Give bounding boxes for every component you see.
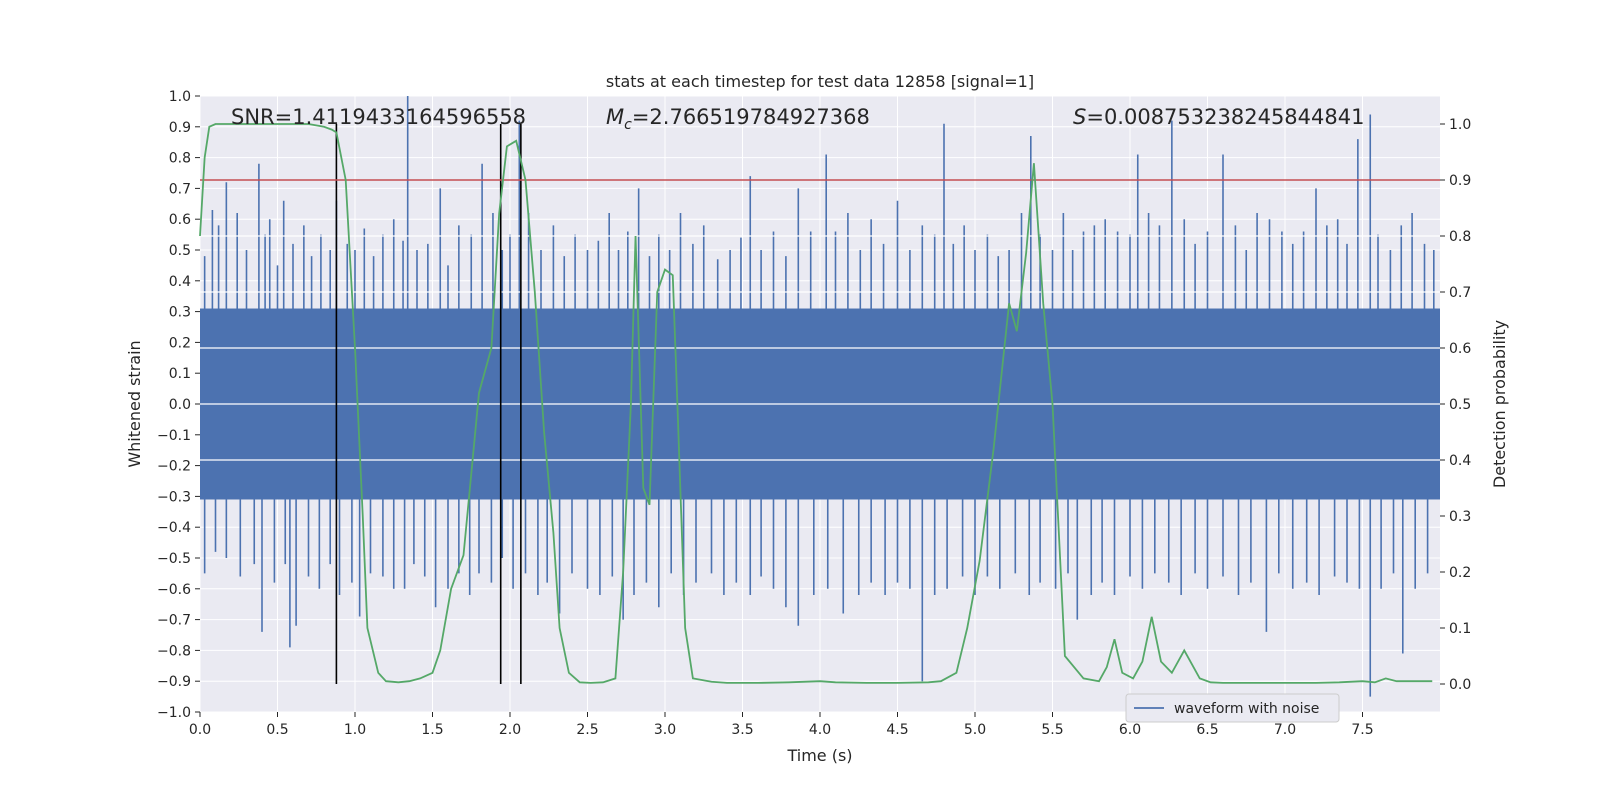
x-tick-label: 0.5	[266, 722, 288, 738]
left-tick-label: −0.8	[157, 643, 191, 659]
statistic-annotation: S=0.008753238245844841	[1073, 105, 1364, 129]
left-tick-label: 0.2	[169, 335, 191, 351]
snr-annotation: SNR=1.4119433164596558	[231, 105, 526, 129]
left-tick-label: 0.1	[169, 366, 191, 382]
left-tick-label: 0.3	[169, 305, 191, 321]
right-tick-label: 0.8	[1449, 229, 1471, 245]
chirp-mass-symbol: M	[606, 105, 624, 129]
left-tick-label: −0.9	[157, 674, 191, 690]
left-tick-label: −0.2	[157, 459, 191, 475]
left-axis-ticks: 1.0 0.9 0.8 0.7 0.6 0.5 0.4 0.3 0.2 0.1 0.0 −0.1 −0.…	[157, 89, 200, 721]
chirp-mass-annotation: Mc=2.766519784927368	[606, 105, 870, 133]
left-tick-label: 0.7	[169, 181, 191, 197]
chart-title: stats at each timestep for test data 128…	[606, 72, 1034, 91]
x-tick-label: 7.5	[1351, 722, 1373, 738]
statistic-value: =0.008753238245844841	[1086, 105, 1364, 129]
left-tick-label: −0.1	[157, 428, 191, 444]
x-tick-label: 6.0	[1119, 722, 1141, 738]
left-tick-label: 0.0	[169, 397, 191, 413]
right-tick-label: 0.4	[1449, 453, 1471, 469]
vertical-markers	[335, 124, 522, 684]
chirp-mass-subscript: c	[624, 117, 632, 133]
left-tick-label: 0.8	[169, 151, 191, 167]
left-tick-label: −1.0	[157, 705, 191, 721]
right-axis-label: Detection probability	[1490, 320, 1509, 488]
x-axis-ticks: 0.0 0.5 1.0 1.5 2.0 2.5 3.0 3.5 4.0 4.5 5.0 5.5 6.0 6…	[189, 712, 1374, 738]
left-tick-label: 0.6	[169, 212, 191, 228]
right-tick-label: 1.0	[1449, 117, 1471, 133]
x-tick-label: 1.0	[344, 722, 366, 738]
right-tick-label: 0.0	[1449, 677, 1471, 693]
x-tick-label: 0.0	[189, 722, 211, 738]
left-tick-label: −0.7	[157, 613, 191, 629]
left-tick-label: 0.5	[169, 243, 191, 259]
left-tick-label: −0.5	[157, 551, 191, 567]
x-tick-label: 3.5	[731, 722, 753, 738]
left-tick-label: 0.4	[169, 274, 191, 290]
left-tick-label: −0.6	[157, 582, 191, 598]
right-tick-label: 0.7	[1449, 285, 1471, 301]
x-tick-label: 4.0	[809, 722, 831, 738]
x-tick-label: 5.5	[1041, 722, 1063, 738]
right-axis-ticks: 1.0 0.9 0.8 0.7 0.6 0.5 0.4 0.3 0.2 0.1 0.0	[1440, 117, 1471, 693]
right-tick-label: 0.5	[1449, 397, 1471, 413]
legend: waveform with noise	[1125, 693, 1340, 723]
legend-label: waveform with noise	[1174, 701, 1319, 717]
chirp-mass-value: =2.766519784927368	[632, 105, 870, 129]
x-tick-label: 5.0	[964, 722, 986, 738]
x-tick-label: 1.5	[421, 722, 443, 738]
right-tick-label: 0.9	[1449, 173, 1471, 189]
x-tick-label: 3.0	[654, 722, 676, 738]
x-tick-label: 4.5	[886, 722, 908, 738]
right-tick-label: 0.1	[1449, 621, 1471, 637]
left-tick-label: −0.3	[157, 489, 191, 505]
probability-series	[199, 123, 1433, 684]
legend-box	[1125, 693, 1340, 723]
left-tick-label: 0.9	[169, 120, 191, 136]
right-tick-label: 0.3	[1449, 509, 1471, 525]
waveform-series	[200, 96, 1440, 697]
left-tick-label: −0.4	[157, 520, 191, 536]
statistic-symbol: S	[1073, 105, 1086, 129]
left-axis-label: Whitened strain	[125, 340, 144, 467]
x-axis-label: Time (s)	[786, 746, 852, 765]
x-tick-label: 2.0	[499, 722, 521, 738]
x-tick-label: 6.5	[1196, 722, 1218, 738]
x-tick-label: 2.5	[576, 722, 598, 738]
left-tick-label: 1.0	[169, 89, 191, 105]
right-tick-label: 0.2	[1449, 565, 1471, 581]
right-tick-label: 0.6	[1449, 341, 1471, 357]
x-tick-label: 7.0	[1274, 722, 1296, 738]
